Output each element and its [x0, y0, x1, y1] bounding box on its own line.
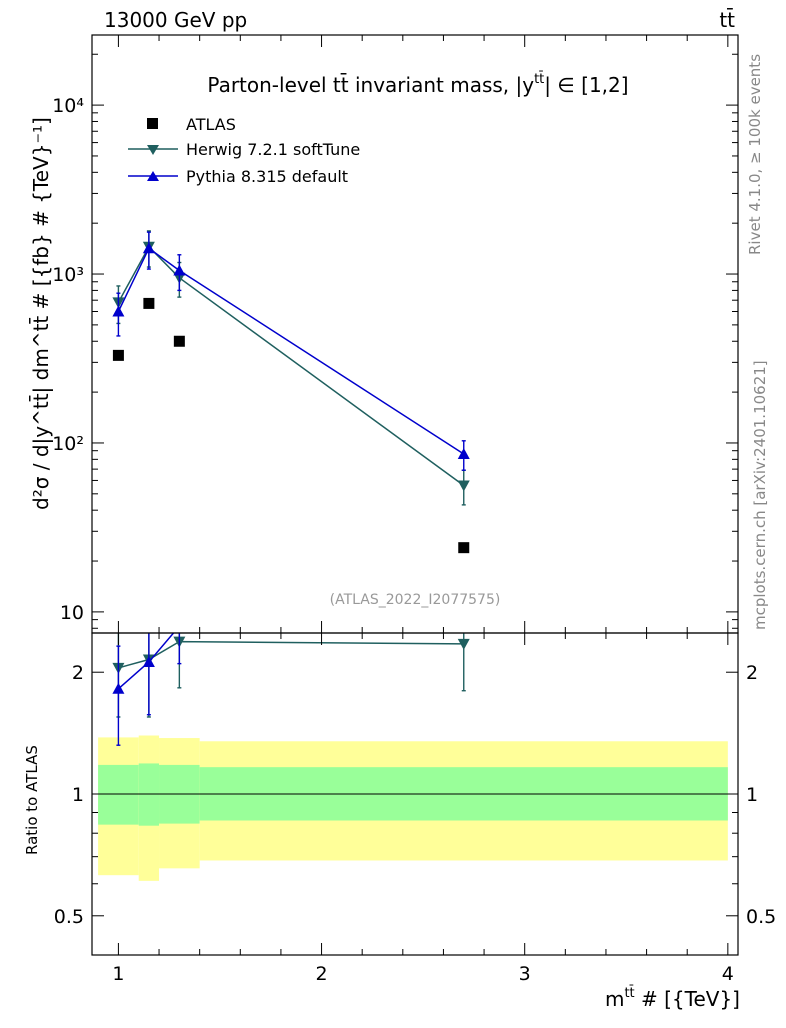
x-axis-label: mtt̄ # [{TeV}] — [605, 986, 740, 1011]
main-herwig-7-2-1-softtune-line — [117, 245, 465, 487]
legend-pythia-marker — [147, 171, 159, 181]
ratio-panel: 0.5 0.5 1 1 2 2 1 2 3 4 Ratio to ATLAS mtt̄ # [{… — [23, 632, 776, 1011]
main-y-tick-label: 10 — [60, 602, 84, 624]
main-pythia-8-315-default-point — [112, 305, 125, 317]
legend-atlas-marker — [147, 118, 158, 129]
legend: ATLAS Herwig 7.2.1 softTune Pythia 8.315… — [128, 115, 360, 186]
process-label: tt̄ — [719, 7, 735, 32]
main-y-ticks: 10 10² 10³ 10⁴ — [52, 53, 738, 629]
main-pythia-8-315-default-line — [117, 247, 465, 455]
legend-pythia-label: Pythia 8.315 default — [186, 167, 348, 186]
rivet-version-label: Rivet 4.1.0, ≥ 100k events — [746, 54, 764, 255]
ratio-y-ticks: 0.5 0.5 1 1 2 2 — [54, 662, 776, 956]
chart-title: Parton-level tt̄ invariant mass, |ytt̄| … — [207, 72, 628, 97]
ratio-herwig-7-2-1-softtune-line — [118, 640, 464, 669]
energy-label: 13000 GeV pp — [104, 8, 247, 32]
legend-herwig-marker — [147, 145, 159, 155]
main-panel-marks — [112, 230, 470, 554]
legend-atlas-label: ATLAS — [186, 115, 236, 134]
main-atlas-point — [458, 542, 470, 554]
main-atlas-point — [173, 335, 185, 347]
main-panel: 10 10² 10³ 10⁴ Parton-level tt̄ invariant m… — [28, 34, 739, 634]
ratio-y-tick-label-right: 0.5 — [746, 906, 776, 928]
source-label: mcplots.cern.ch [arXiv:2401.10621] — [751, 360, 769, 630]
ratio-y-tick-label-left: 2 — [72, 662, 84, 684]
main-pythia-8-315-default-point — [173, 264, 186, 276]
main-y-tick-label: 10³ — [52, 264, 84, 286]
main-y-axis-label: d²σ / d|y^tt̄| dm^tt̄ # [{fb} # {TeV}⁻¹] — [28, 117, 53, 510]
ratio-pythia-8-315-default-point — [112, 682, 125, 694]
main-atlas-point — [112, 349, 124, 361]
main-atlas-point — [143, 297, 155, 309]
ratio-x-tick-label: 4 — [722, 963, 734, 985]
main-pythia-8-315-default-point — [457, 448, 470, 460]
ratio-x-tick-label: 1 — [112, 963, 124, 985]
ratio-x-ticks: 1 2 3 4 — [112, 633, 734, 985]
ratio-herwig-7-2-1-softtune-point — [457, 638, 470, 650]
ratio-inner-band — [138, 763, 160, 826]
main-pythia-8-315-default-point — [142, 242, 155, 254]
ratio-x-tick-label: 2 — [316, 963, 328, 985]
ratio-uncertainty-bands — [98, 735, 728, 881]
ratio-pythia-8-315-default-point — [142, 655, 155, 667]
ratio-y-axis-label: Ratio to ATLAS — [23, 745, 41, 855]
main-y-tick-label: 10² — [52, 433, 84, 455]
ratio-inner-band — [98, 764, 139, 825]
ratio-y-tick-label-right: 2 — [746, 662, 758, 684]
main-x-ticks — [117, 35, 729, 633]
ratio-y-tick-label-left: 1 — [72, 784, 84, 806]
ratio-x-tick-label: 3 — [519, 963, 531, 985]
ratio-panel-marks — [112, 633, 470, 746]
ratio-y-tick-label-right: 1 — [746, 784, 758, 806]
ratio-y-tick-label-left: 0.5 — [54, 906, 84, 928]
analysis-label: (ATLAS_2022_I2077575) — [330, 592, 501, 608]
main-herwig-7-2-1-softtune-point — [457, 480, 470, 492]
legend-herwig-label: Herwig 7.2.1 softTune — [186, 140, 360, 159]
main-y-tick-label: 10⁴ — [52, 95, 84, 117]
